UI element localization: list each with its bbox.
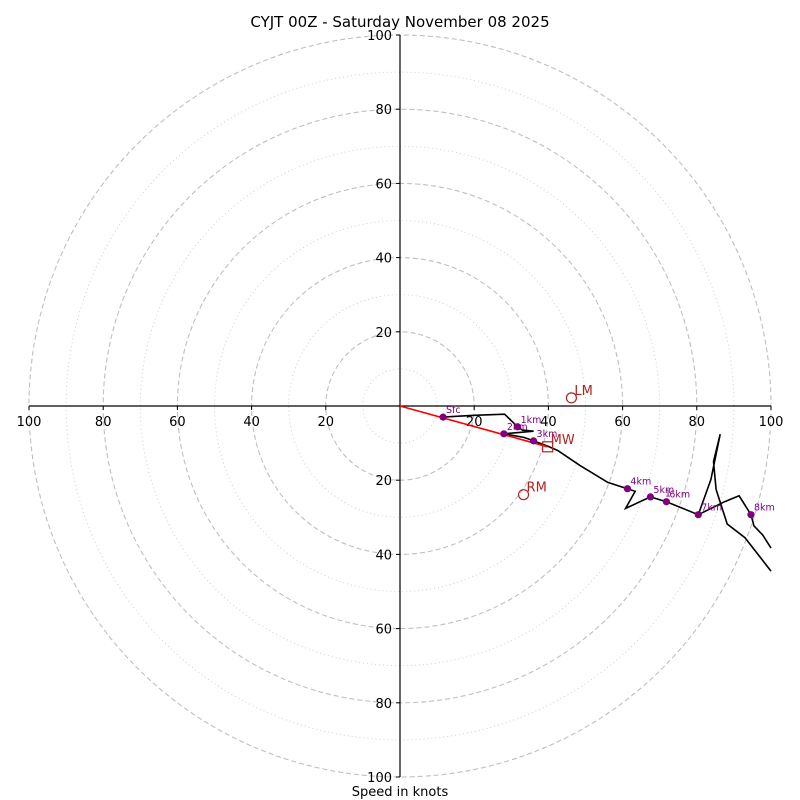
y-tick-label: 40 bbox=[375, 252, 392, 267]
height-marker-dot bbox=[694, 511, 702, 519]
storm-motion-circle bbox=[517, 489, 530, 501]
shear-vector bbox=[399, 405, 548, 448]
x-tick-label: 20 bbox=[318, 415, 335, 430]
height-marker-dot bbox=[529, 437, 538, 445]
x-tick-label: 100 bbox=[759, 415, 784, 430]
height-marker-dot bbox=[646, 493, 655, 501]
storm-motion-label: RM bbox=[527, 481, 547, 496]
y-tick-label: 80 bbox=[375, 103, 392, 118]
height-marker-label: 3km bbox=[537, 429, 558, 440]
height-marker-dot bbox=[747, 511, 755, 519]
x-tick-label: 40 bbox=[540, 415, 557, 430]
height-marker-dot bbox=[623, 485, 632, 493]
x-tick-label: 60 bbox=[614, 415, 631, 430]
x-tick-label: 20 bbox=[466, 415, 483, 430]
height-marker-label: 6km bbox=[669, 490, 690, 501]
height-marker-dot bbox=[514, 423, 522, 431]
x-tick-label: 100 bbox=[17, 415, 42, 430]
y-tick-label: 60 bbox=[375, 177, 392, 192]
hodograph-trace bbox=[442, 413, 772, 572]
y-tick-label: 40 bbox=[375, 548, 392, 563]
y-tick-label: 20 bbox=[375, 326, 392, 341]
height-marker-label: 1 bbox=[665, 489, 671, 500]
y-tick-label: 80 bbox=[375, 697, 392, 712]
height-marker-label: 8km bbox=[754, 503, 775, 514]
height-marker-label: Sfc bbox=[446, 405, 461, 416]
height-marker-label: 1km bbox=[521, 415, 542, 426]
storm-motion-circle bbox=[565, 392, 578, 404]
y-tick-label: 20 bbox=[375, 474, 392, 489]
x-tick-label: 60 bbox=[169, 415, 186, 430]
height-marker-label: 7km bbox=[701, 503, 722, 514]
storm-motion-label: LM bbox=[574, 384, 592, 399]
x-axis-label: Speed in knots bbox=[352, 785, 449, 800]
hodograph-traces bbox=[399, 405, 772, 572]
height-marker-dot bbox=[439, 413, 447, 421]
storm-motion-square bbox=[542, 441, 554, 453]
x-tick-label: 80 bbox=[689, 415, 706, 430]
height-marker-label: 5km bbox=[653, 485, 674, 496]
storm-motion-label: MW bbox=[551, 433, 575, 448]
height-marker-label: 4km bbox=[630, 477, 651, 488]
height-marker-dot bbox=[662, 498, 670, 506]
x-tick-label: 40 bbox=[243, 415, 260, 430]
chart-title: CYJT 00Z - Saturday November 08 2025 bbox=[250, 13, 549, 31]
y-tick-label: 100 bbox=[367, 29, 392, 44]
height-marker-dot bbox=[500, 430, 508, 438]
storm-motion-markers: LM RM MW bbox=[517, 384, 593, 501]
y-tick-label: 60 bbox=[375, 623, 392, 638]
height-marker-label: 2km bbox=[507, 422, 528, 433]
y-tick-label: 100 bbox=[367, 771, 392, 786]
x-tick-label: 80 bbox=[95, 415, 112, 430]
tick-labels: 100 80 60 40 20 20 40 60 80 100 100 80 60 40 20 20 40 60 8… bbox=[17, 29, 784, 786]
